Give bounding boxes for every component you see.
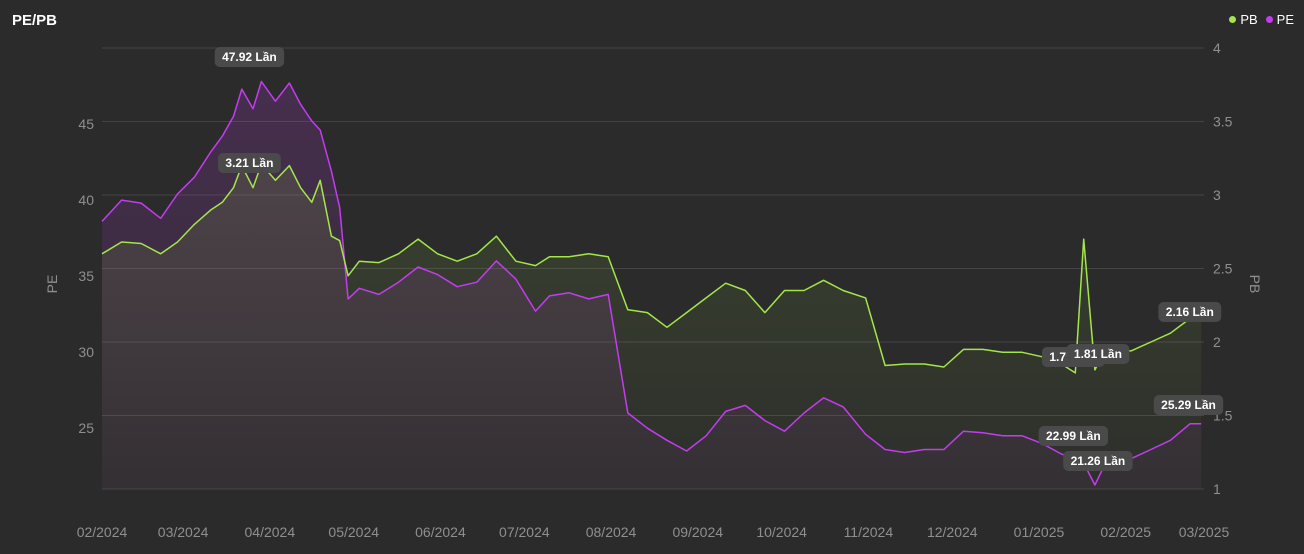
data-label-bg — [1153, 395, 1224, 415]
x-tick-label: 04/2024 — [245, 524, 296, 540]
data-label: 3.21 Lần — [218, 153, 281, 173]
y-right-tick-label: 1 — [1213, 481, 1221, 497]
legend-pb-dot-icon — [1229, 16, 1237, 23]
x-tick-label: 02/2024 — [77, 524, 128, 540]
legend: PB PE — [1229, 12, 1294, 27]
legend-pe-label: PE — [1276, 12, 1294, 27]
x-tick-label: 05/2024 — [328, 524, 379, 540]
x-tick-label: 09/2024 — [672, 524, 723, 540]
legend-item-pe[interactable]: PE — [1265, 12, 1294, 27]
y-right-tick-label: 2.5 — [1213, 261, 1233, 277]
data-label-text: 22.99 Lần — [1046, 429, 1101, 443]
y-left-tick-label: 35 — [78, 268, 94, 284]
data-label-bg — [214, 47, 285, 67]
legend-item-pb[interactable]: PB — [1229, 12, 1258, 27]
y-left-tick-label: 25 — [78, 420, 94, 436]
x-tick-label: 03/2025 — [1179, 524, 1230, 540]
data-label: 2.16 Lần — [1158, 302, 1222, 322]
data-label: 1.81 Lần — [1066, 344, 1130, 364]
legend-pb-label: PB — [1240, 12, 1258, 27]
data-label-text: 21.26 Lần — [1071, 454, 1126, 468]
y-left-tick-label: 40 — [78, 192, 94, 208]
x-tick-label: 01/2025 — [1014, 524, 1065, 540]
y-right-tick-label: 3 — [1213, 187, 1221, 203]
x-tick-label: 11/2024 — [844, 524, 894, 540]
data-label-text: 1.81 Lần — [1074, 347, 1122, 361]
y-left-tick-label: 30 — [78, 344, 94, 360]
x-tick-label: 06/2024 — [415, 524, 466, 540]
data-label-bg — [218, 153, 281, 173]
data-label-bg — [1158, 302, 1222, 322]
chart-title: PE/PB — [12, 12, 58, 29]
y-right-tick-label: 2 — [1213, 334, 1221, 350]
x-tick-label: 12/2024 — [927, 524, 978, 540]
data-label: 25.29 Lần — [1153, 395, 1224, 415]
y-right-tick-label: 4 — [1213, 40, 1221, 56]
y-left-tick-label: 45 — [78, 116, 94, 132]
x-tick-label: 08/2024 — [586, 524, 637, 540]
data-label-text: 3.21 Lần — [225, 156, 273, 170]
data-label-text: 2.16 Lần — [1166, 305, 1214, 319]
data-label: 22.99 Lần — [1038, 426, 1109, 446]
series-area-pb — [102, 164, 1202, 489]
data-label-text: 47.92 Lần — [222, 50, 277, 64]
x-tick-label: 07/2024 — [499, 524, 550, 540]
data-label: 47.92 Lần — [214, 47, 285, 67]
x-tick-label: 02/2025 — [1100, 524, 1151, 540]
data-label: 21.26 Lần — [1063, 451, 1133, 471]
data-label-bg — [1066, 344, 1130, 364]
y-right-axis-title: PB — [1247, 275, 1263, 294]
data-label-bg — [1063, 451, 1133, 471]
legend-pe-dot-icon — [1265, 16, 1273, 23]
x-tick-label: 03/2024 — [158, 524, 209, 540]
x-tick-label: 10/2024 — [756, 524, 807, 540]
data-label-bg — [1038, 426, 1109, 446]
data-label-text: 25.29 Lần — [1161, 398, 1216, 412]
series-line-pe[interactable] — [101, 80, 1202, 486]
y-right-tick-label: 3.5 — [1213, 114, 1233, 130]
y-left-axis-title: PE — [44, 275, 60, 294]
